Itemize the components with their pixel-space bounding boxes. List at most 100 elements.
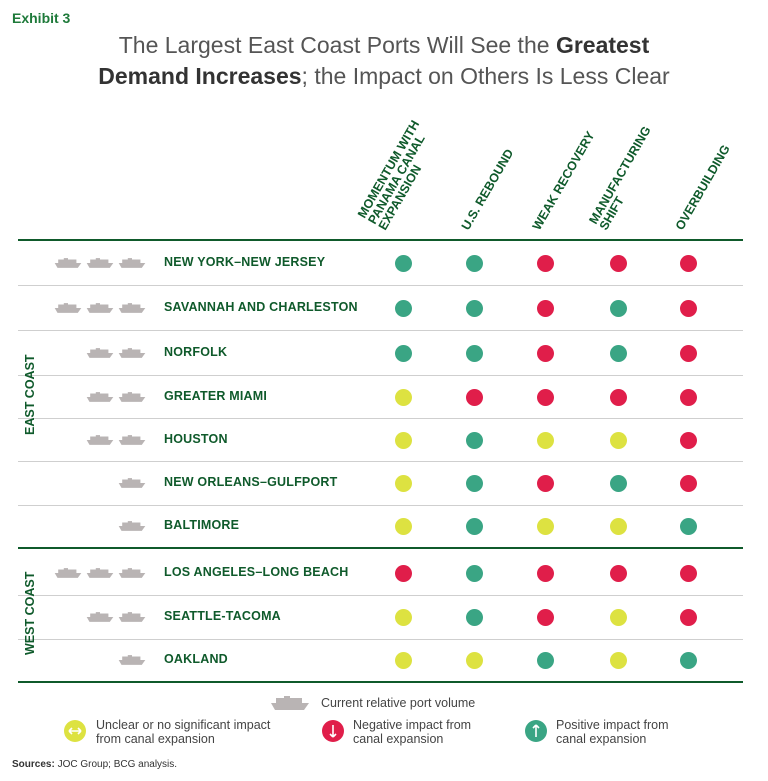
port-name: NEW ORLEANS–GULFPORT — [164, 475, 338, 489]
row-divider — [18, 418, 743, 419]
legend-positive-text: Positive impact from canal expansion — [556, 718, 766, 746]
impact-dot-negative — [679, 431, 697, 449]
impact-dot-negative — [536, 299, 554, 317]
impact-dot-negative — [679, 388, 697, 406]
impact-dot-negative — [465, 388, 483, 406]
ship-volume-icon — [86, 301, 114, 313]
row-divider — [18, 505, 743, 506]
legend-negative-line1: Negative impact from — [353, 718, 472, 732]
column-header: MANUFACTURING SHIFT — [586, 124, 663, 233]
legend-unclear-line1: Unclear or no significant impact — [96, 718, 271, 732]
impact-dot-negative — [679, 474, 697, 492]
column-header: U.S. REBOUND — [458, 146, 517, 233]
legend-unclear-text: Unclear or no significant impact from ca… — [96, 718, 306, 746]
impact-dot-positive — [465, 299, 483, 317]
ship-volume-icon — [86, 433, 114, 445]
impact-dot-positive — [465, 254, 483, 272]
port-name: GREATER MIAMI — [164, 389, 268, 403]
impact-dot-negative — [536, 608, 554, 626]
ship-volume-icon — [118, 566, 146, 578]
title-bold1: Greatest — [555, 32, 650, 58]
ship-volume-icon — [86, 256, 114, 268]
column-header: OVERBUILDING — [672, 142, 733, 233]
ship-volume-icon — [118, 519, 146, 531]
port-name: SEATTLE-TACOMA — [164, 609, 281, 623]
impact-dot-negative — [394, 564, 412, 582]
title-part2: ; the Impact on Others Is Less Clear — [301, 63, 670, 89]
row-divider — [18, 461, 743, 462]
impact-dot-unclear — [609, 651, 627, 669]
impact-dot-unclear — [394, 388, 412, 406]
legend-negative-line2: canal expansion — [353, 732, 444, 746]
ship-legend-icon — [271, 696, 309, 710]
impact-dot-unclear — [394, 431, 412, 449]
legend-ship-label: Current relative port volume — [321, 696, 476, 710]
impact-dot-negative — [679, 564, 697, 582]
impact-dot-positive — [465, 608, 483, 626]
title-bold2: Demand Increases — [98, 63, 302, 89]
ship-volume-icon — [118, 433, 146, 445]
sources-label: Sources: — [12, 759, 55, 770]
impact-dot-negative — [679, 608, 697, 626]
impact-dot-unclear — [609, 517, 627, 535]
impact-dot-unclear — [609, 431, 627, 449]
sources-note: Sources: JOC Group; BCG analysis. — [12, 759, 177, 770]
title-part1: The Largest East Coast Ports Will See th… — [118, 32, 556, 58]
impact-dot-unclear — [609, 608, 627, 626]
legend-negative-text: Negative impact from canal expansion — [353, 718, 563, 746]
exhibit-label: Exhibit 3 — [12, 10, 71, 26]
row-divider — [18, 595, 743, 596]
section-divider — [18, 239, 743, 241]
row-divider — [18, 285, 743, 286]
impact-dot-positive — [609, 299, 627, 317]
port-name: OAKLAND — [164, 652, 228, 666]
region-label-west-coast: WEST COAST — [23, 571, 37, 655]
impact-dot-negative — [679, 344, 697, 362]
impact-dot-negative — [536, 564, 554, 582]
ship-volume-icon — [86, 566, 114, 578]
impact-dot-positive — [536, 651, 554, 669]
section-divider — [18, 681, 743, 683]
column-header: MOMENTUM WITH PANAMA CANAL EXPANSION — [355, 118, 442, 233]
column-header-line: OVERBUILDING — [672, 142, 733, 233]
column-header-line: U.S. REBOUND — [458, 146, 517, 233]
port-name: SAVANNAH AND CHARLESTON — [164, 300, 358, 314]
impact-dot-positive — [394, 344, 412, 362]
impact-dot-negative — [609, 254, 627, 272]
ship-volume-icon — [118, 653, 146, 665]
impact-dot-positive — [465, 564, 483, 582]
ship-volume-icon — [86, 390, 114, 402]
impact-dot-negative — [609, 564, 627, 582]
legend-unclear-line2: from canal expansion — [96, 732, 215, 746]
port-name: HOUSTON — [164, 432, 228, 446]
impact-dot-unclear — [394, 474, 412, 492]
impact-dot-positive — [465, 517, 483, 535]
sources-text: JOC Group; BCG analysis. — [54, 759, 178, 770]
ship-volume-icon — [86, 346, 114, 358]
row-divider — [18, 639, 743, 640]
up-arrow-icon — [525, 720, 547, 742]
ship-volume-icon — [54, 566, 82, 578]
impact-dot-negative — [536, 474, 554, 492]
impact-dot-positive — [394, 299, 412, 317]
port-name: NORFOLK — [164, 345, 228, 359]
impact-dot-negative — [536, 388, 554, 406]
ship-volume-icon — [118, 346, 146, 358]
impact-dot-negative — [679, 254, 697, 272]
ship-volume-icon — [118, 256, 146, 268]
impact-dot-positive — [679, 651, 697, 669]
ship-volume-icon — [118, 301, 146, 313]
region-label-east-coast: EAST COAST — [23, 354, 37, 435]
impact-dot-negative — [679, 299, 697, 317]
impact-dot-positive — [394, 254, 412, 272]
impact-dot-unclear — [394, 517, 412, 535]
impact-dot-positive — [465, 474, 483, 492]
down-arrow-icon — [322, 720, 344, 742]
impact-dot-positive — [679, 517, 697, 535]
legend-positive-line1: Positive impact from — [556, 718, 669, 732]
impact-dot-negative — [536, 344, 554, 362]
section-divider — [18, 547, 743, 549]
chart-title: The Largest East Coast Ports Will See th… — [0, 30, 768, 92]
ship-volume-icon — [54, 301, 82, 313]
impact-dot-unclear — [394, 608, 412, 626]
